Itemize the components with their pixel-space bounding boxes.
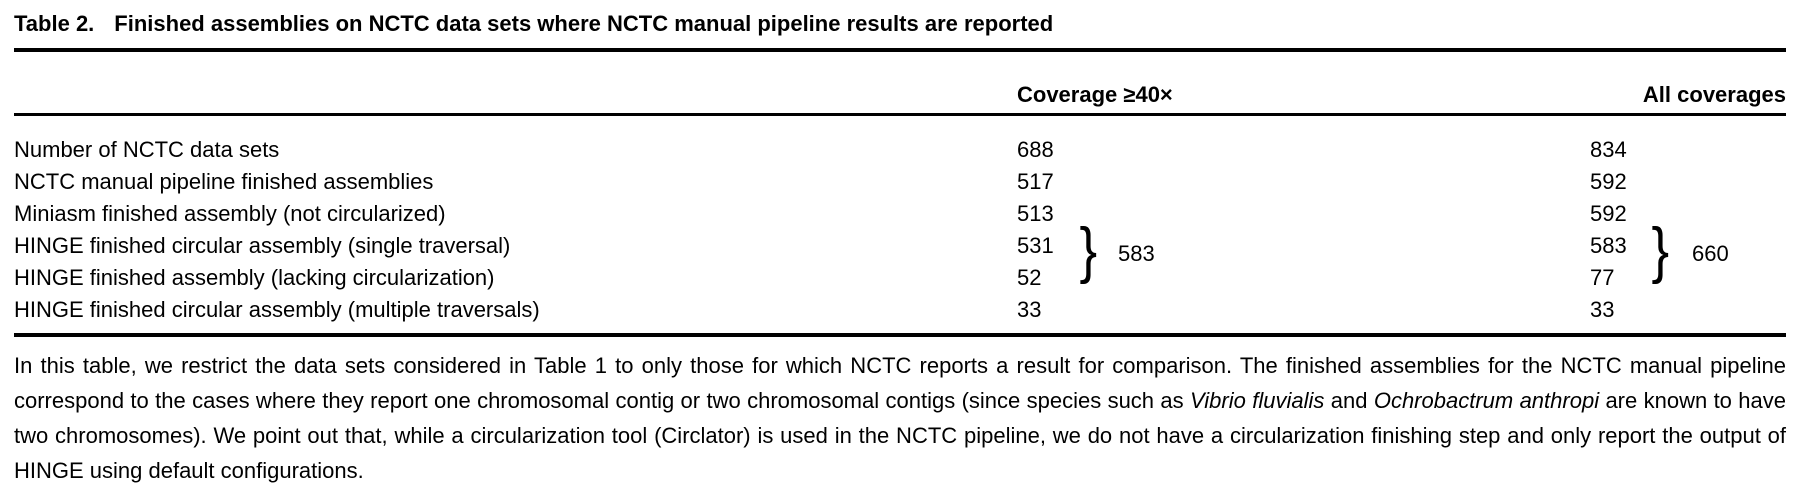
row-label: NCTC manual pipeline finished assemblies — [14, 169, 434, 194]
row-label: Number of NCTC data sets — [14, 137, 280, 162]
cell-all-coverages: 834 — [1590, 137, 1627, 162]
table-footnote: In this table, we restrict the data sets… — [14, 348, 1786, 488]
cell-all-coverages: 33 — [1590, 297, 1615, 322]
cell-coverage-40x: 531 — [1017, 233, 1054, 258]
cell-coverage-40x: 33 — [1017, 297, 1042, 322]
row-label: HINGE finished assembly (lacking circula… — [14, 265, 495, 290]
cell-coverage-40x: 513 — [1017, 201, 1054, 226]
cell-all-coverages: 592 — [1590, 201, 1627, 226]
table-row: HINGE finished assembly (lacking circula… — [14, 262, 1786, 294]
table-row: Number of NCTC data sets 688 834 — [14, 134, 1786, 166]
row-label: HINGE finished circular assembly (multip… — [14, 297, 540, 322]
cell-all-coverages: 583 — [1590, 233, 1627, 258]
cell-all-coverages: 592 — [1590, 169, 1627, 194]
cell-all-coverages: 77 — [1590, 265, 1615, 290]
cell-coverage-40x: 688 — [1017, 137, 1054, 162]
table-top-rule — [14, 48, 1786, 52]
row-label: HINGE finished circular assembly (single… — [14, 233, 511, 258]
cell-coverage-40x: 52 — [1017, 265, 1042, 290]
table-body: Number of NCTC data sets 688 834 NCTC ma… — [14, 116, 1786, 333]
table-row: Miniasm finished assembly (not circulari… — [14, 198, 1786, 230]
table-row: HINGE finished circular assembly (single… — [14, 230, 1786, 262]
footnote-text: and — [1324, 388, 1374, 413]
brace-total-all-coverages: 660 — [1692, 241, 1729, 266]
species-name: Ochrobactrum anthropi — [1373, 388, 1600, 413]
column-header-all-coverages: All coverages — [1642, 82, 1786, 107]
table-row: HINGE finished circular assembly (multip… — [14, 294, 1786, 326]
table-row: NCTC manual pipeline finished assemblies… — [14, 166, 1786, 198]
footnote-text: In this table, we restrict the data sets… — [14, 353, 1786, 413]
row-label: Miniasm finished assembly (not circulari… — [14, 201, 446, 226]
table-title: Finished assemblies on NCTC data sets wh… — [114, 11, 1054, 36]
brace-coverage-40x: } — [1079, 216, 1098, 285]
species-name: Vibrio fluvialis — [1190, 388, 1325, 413]
footnote-text: are known to have two chromosomes). We p… — [14, 388, 1786, 483]
brace-total-coverage-40x: 583 — [1118, 241, 1155, 266]
table-header-rule — [14, 113, 1786, 116]
table-header-row: Coverage ≥40× All coverages — [14, 52, 1786, 113]
table-bottom-rule — [14, 333, 1786, 337]
cell-coverage-40x: 517 — [1017, 169, 1054, 194]
table-number: Table 2. — [14, 11, 95, 36]
column-header-coverage-40x: Coverage ≥40× — [1017, 82, 1173, 107]
table-caption: Table 2. Finished assemblies on NCTC data… — [14, 0, 1786, 39]
brace-all-coverages: } — [1651, 216, 1670, 285]
